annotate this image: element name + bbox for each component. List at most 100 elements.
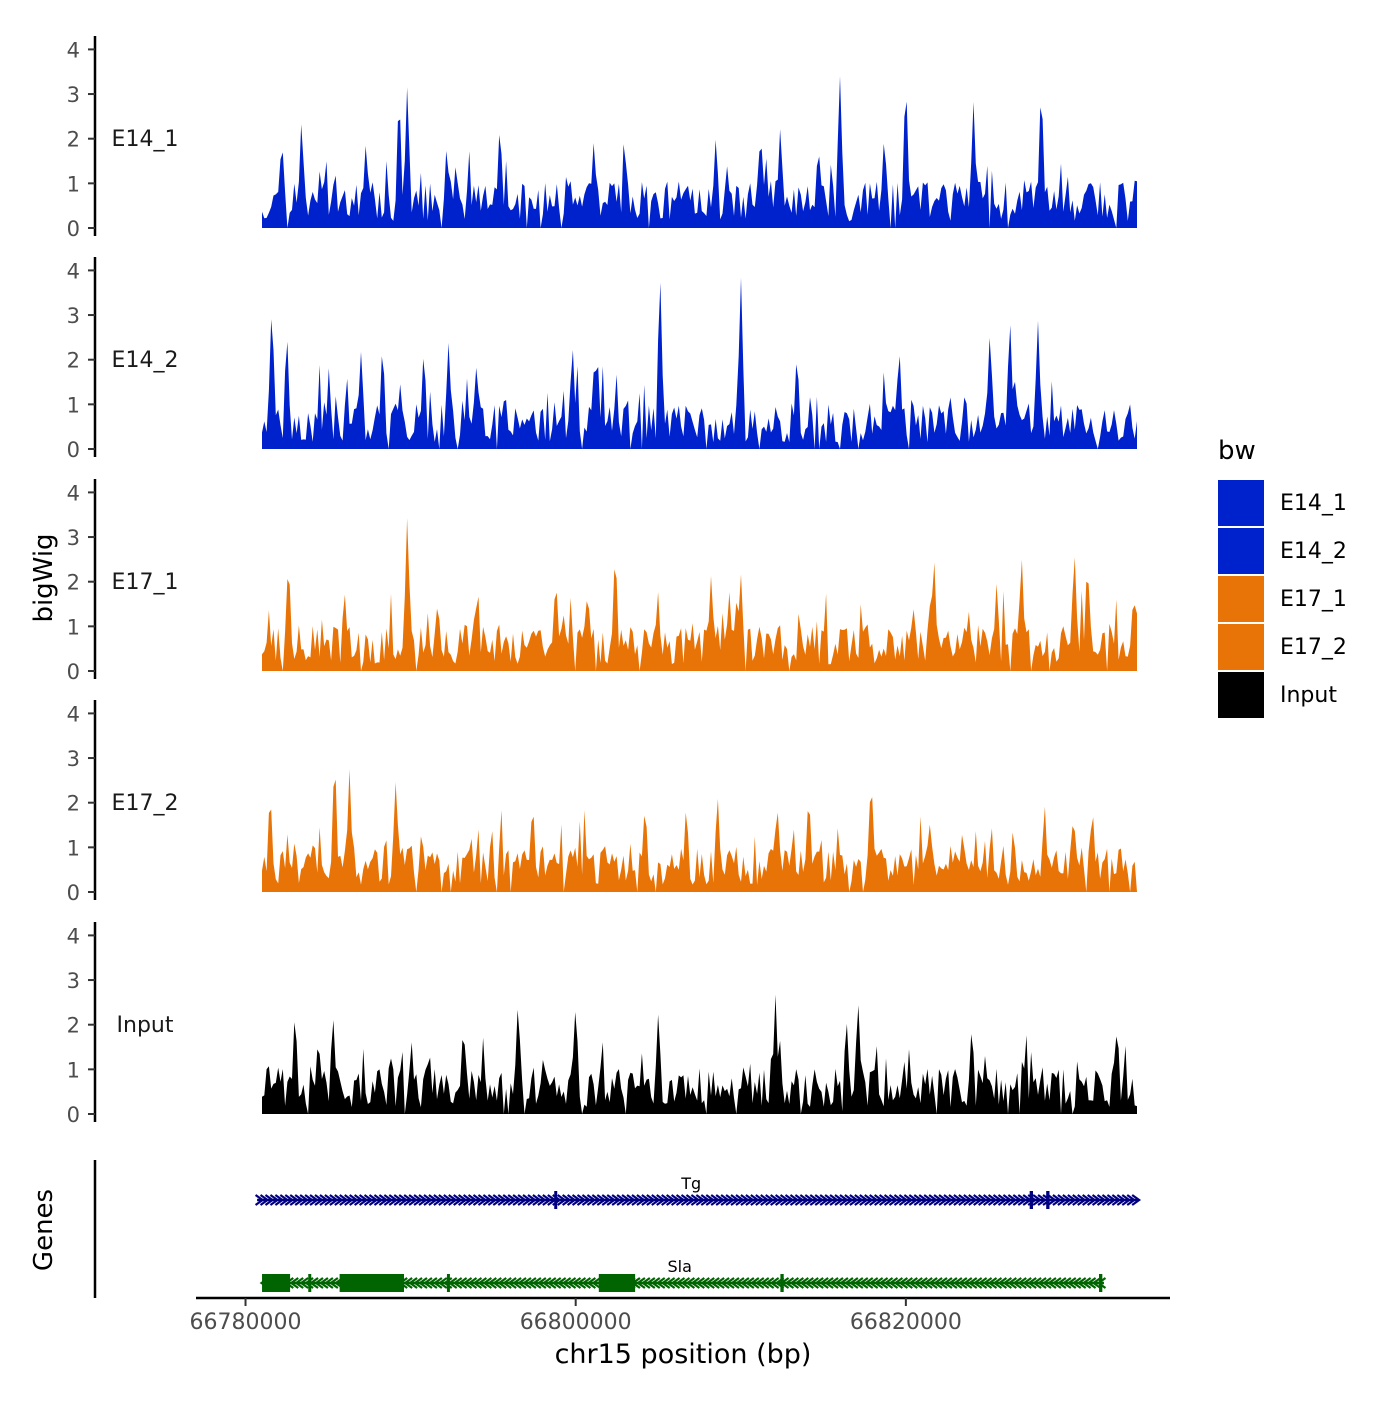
strand-chevron [566, 1277, 577, 1289]
strand-chevron [507, 1277, 517, 1289]
strand-chevron [829, 1194, 839, 1206]
strand-chevron [933, 1194, 943, 1206]
strand-chevron [685, 1277, 696, 1289]
strand-chevron [700, 1277, 710, 1289]
y-tick-label: 2 [67, 571, 80, 595]
strand-chevron [730, 1277, 740, 1289]
strand-chevron [477, 1277, 488, 1289]
y-tick-label: 0 [67, 660, 80, 684]
strand-chevron [715, 1277, 725, 1289]
strand-chevron [487, 1277, 497, 1289]
strand-chevron [873, 1194, 884, 1206]
legend: bw E14_1 E14_2 E17_1 E17_2 Input [1218, 436, 1347, 718]
strand-chevron [933, 1277, 943, 1289]
strand-chevron [809, 1277, 819, 1289]
strand-chevron [601, 1194, 612, 1206]
strand-chevron [314, 1194, 324, 1206]
strand-chevron [621, 1194, 631, 1206]
strand-chevron [403, 1194, 414, 1206]
strand-chevron [443, 1194, 453, 1206]
strand-chevron [413, 1277, 423, 1289]
strand-chevron [1096, 1277, 1107, 1289]
strand-chevron [1022, 1277, 1032, 1289]
coverage-area [262, 76, 1137, 228]
strand-chevron [329, 1194, 339, 1206]
strand-chevron [655, 1277, 666, 1289]
y-tick-label: 4 [67, 702, 80, 726]
strand-chevron [958, 1194, 968, 1206]
strand-chevron [328, 1277, 339, 1289]
strand-chevron [1111, 1194, 1122, 1206]
gene-label: Tg [680, 1174, 701, 1193]
strand-chevron [878, 1194, 889, 1206]
strand-chevron [1037, 1194, 1047, 1206]
strand-chevron [928, 1277, 938, 1289]
strand-chevron [700, 1194, 711, 1206]
strand-chevron [1052, 1277, 1062, 1289]
legend-swatch [1218, 528, 1264, 574]
strand-chevron [963, 1194, 973, 1206]
strand-chevron [1061, 1277, 1072, 1289]
strand-chevron [660, 1277, 671, 1289]
strand-chevron [1042, 1194, 1052, 1206]
strand-chevron [675, 1194, 686, 1206]
legend-swatch [1218, 576, 1264, 622]
strand-chevron [715, 1194, 726, 1206]
strand-chevron [482, 1277, 493, 1289]
strand-chevron [645, 1277, 656, 1289]
x-tick-label: 66820000 [850, 1310, 962, 1335]
strand-chevron [368, 1194, 379, 1206]
y-tick-label: 3 [67, 747, 80, 771]
strand-chevron [858, 1277, 869, 1289]
strand-chevron [631, 1194, 641, 1206]
strand-chevron [898, 1277, 909, 1289]
strand-chevron [284, 1194, 295, 1206]
strand-chevron [1017, 1194, 1028, 1206]
strand-chevron [596, 1194, 607, 1206]
legend-label: E17_2 [1280, 635, 1347, 660]
strand-chevron [388, 1194, 399, 1206]
strand-chevron [576, 1277, 587, 1289]
strand-chevron [304, 1194, 314, 1206]
strand-chevron [1032, 1194, 1042, 1206]
strand-chevron [497, 1194, 508, 1206]
strand-chevron [784, 1194, 795, 1206]
strand-chevron [532, 1194, 542, 1206]
gene-tg: Tg [254, 1174, 1142, 1209]
strand-chevron [928, 1194, 938, 1206]
strand-chevron [834, 1277, 844, 1289]
strand-chevron [665, 1194, 676, 1206]
x-axis-title: chr15 position (bp) [555, 1339, 812, 1370]
strand-chevron [1047, 1194, 1057, 1206]
strand-chevron [849, 1194, 859, 1206]
strand-chevron [754, 1277, 765, 1289]
strand-chevron [428, 1194, 438, 1206]
legend-label: E17_1 [1280, 587, 1347, 612]
strand-chevron [1037, 1277, 1047, 1289]
y-tick-label: 4 [67, 259, 80, 283]
strand-chevron [859, 1194, 869, 1206]
strand-chevron [908, 1194, 919, 1206]
gene-exon [598, 1274, 636, 1292]
strand-chevron [848, 1277, 859, 1289]
strand-chevron [1012, 1277, 1022, 1289]
strand-chevron [1017, 1277, 1027, 1289]
strand-chevron [685, 1194, 696, 1206]
strand-chevron [1042, 1277, 1052, 1289]
genes-axis-title: Genes [29, 1189, 59, 1271]
strand-chevron [319, 1194, 329, 1206]
strand-chevron [819, 1194, 830, 1206]
strand-chevron [373, 1194, 384, 1206]
strand-chevron [1012, 1194, 1023, 1206]
strand-chevron [651, 1194, 661, 1206]
strand-chevron [695, 1277, 705, 1289]
strand-chevron [542, 1194, 552, 1206]
strand-chevron [324, 1194, 334, 1206]
strand-chevron [517, 1194, 527, 1206]
strand-chevron [740, 1277, 750, 1289]
y-tick-label: 4 [67, 481, 80, 505]
strand-chevron [349, 1194, 359, 1206]
strand-chevron [863, 1277, 874, 1289]
strand-chevron [759, 1277, 770, 1289]
